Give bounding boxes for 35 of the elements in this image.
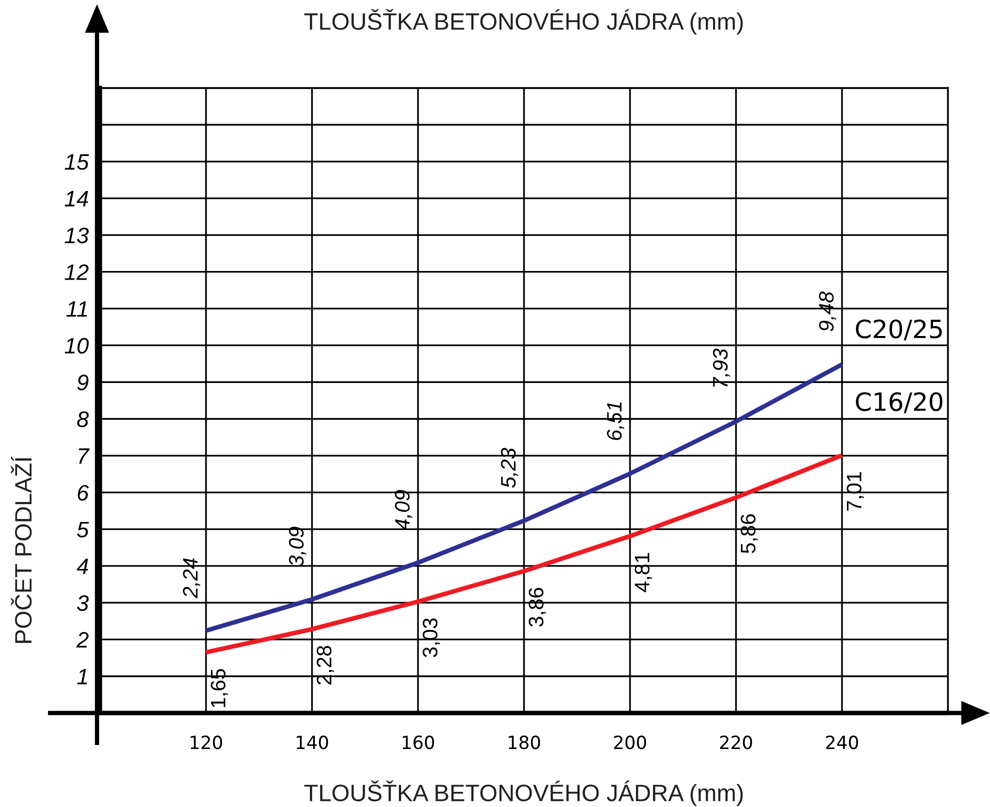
x-axis-title: TLOUŠŤKA BETONOVÉHO JÁDRA (mm) <box>304 780 743 806</box>
y-tick-label: 3 <box>77 595 89 611</box>
data-label: 3,03 <box>422 618 440 658</box>
y-tick-label: 7 <box>78 448 90 464</box>
chart-title: TLOUŠŤKA BETONOVÉHO JÁDRA (mm) <box>304 9 743 35</box>
y-tick-label: 5 <box>77 522 89 538</box>
y-axis-title: POČET PODLAŽÍ <box>10 456 32 643</box>
data-label: 6,51 <box>606 402 624 440</box>
data-label: 5,23 <box>500 448 518 488</box>
y-tick-label: 2 <box>76 632 89 648</box>
y-tick-label: 15 <box>64 154 89 170</box>
data-label: 3,86 <box>528 588 546 627</box>
data-label: 2,24 <box>182 558 200 598</box>
y-tick-label: 10 <box>64 338 89 354</box>
x-tick-label: 240 <box>826 736 858 750</box>
x-tick-label: 160 <box>402 736 434 750</box>
y-tick-label: 13 <box>64 228 89 244</box>
y-tick-label: 8 <box>77 411 89 428</box>
y-tick-label: 4 <box>76 558 88 574</box>
data-label: 5,86 <box>740 514 758 554</box>
series-label: C20/25 <box>856 319 942 340</box>
x-tick-label: 200 <box>614 736 646 750</box>
x-tick-label: 120 <box>190 736 222 750</box>
y-tick-label: 1 <box>77 669 88 684</box>
x-tick-label: 220 <box>720 736 752 750</box>
y-tick-label: 12 <box>64 264 89 280</box>
data-label: 7,93 <box>712 348 730 387</box>
y-tick-label: 11 <box>66 301 88 317</box>
x-tick-label: 140 <box>296 736 328 750</box>
data-label: 9,48 <box>818 292 836 332</box>
y-tick-label: 9 <box>77 374 88 390</box>
y-tick-label: 14 <box>64 191 88 206</box>
y-tick-label: 6 <box>78 484 89 501</box>
series-label: C16/20 <box>856 392 942 414</box>
x-tick-label: 180 <box>508 736 540 750</box>
